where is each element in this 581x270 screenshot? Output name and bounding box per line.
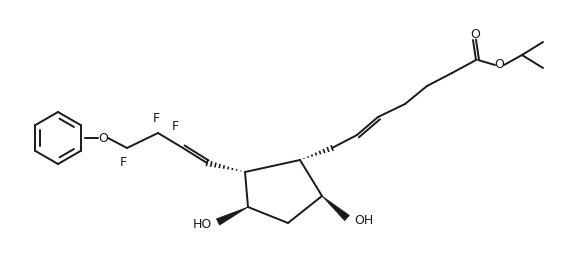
Polygon shape	[322, 196, 349, 221]
Polygon shape	[217, 207, 248, 225]
Text: O: O	[470, 29, 480, 42]
Text: F: F	[152, 113, 160, 126]
Text: HO: HO	[193, 218, 212, 231]
Text: O: O	[98, 131, 108, 144]
Text: OH: OH	[354, 214, 373, 227]
Text: O: O	[494, 59, 504, 72]
Text: F: F	[171, 120, 178, 133]
Text: F: F	[120, 156, 127, 168]
